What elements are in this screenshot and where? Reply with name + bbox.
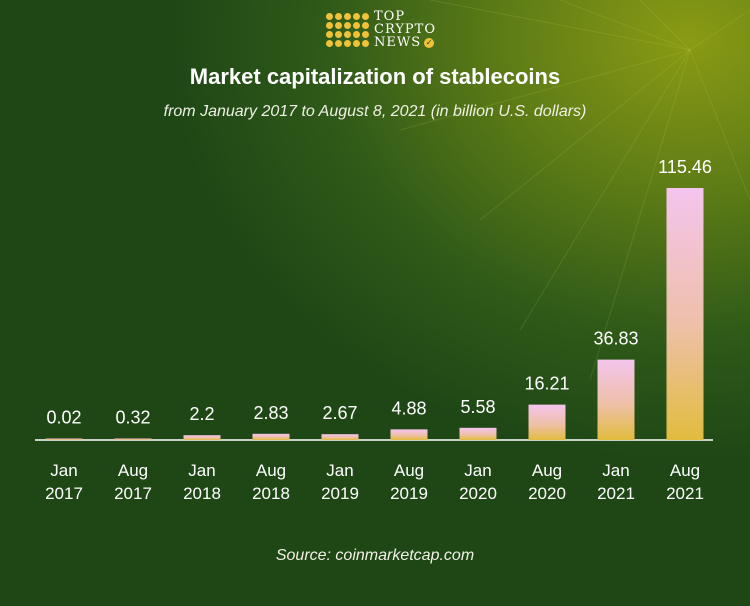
x-tick-year: 2019 [321, 484, 359, 503]
x-tick-month: Aug [118, 461, 148, 480]
data-label: 16.21 [524, 374, 569, 394]
brand-dots-icon [326, 12, 369, 47]
x-tick-year: 2020 [459, 484, 497, 503]
bar-aug-2017 [114, 438, 152, 440]
data-label: 2.2 [189, 404, 214, 424]
brand-line-3: NEWS [374, 35, 422, 50]
bar-jan-2017 [45, 438, 83, 440]
x-tick-month: Jan [602, 461, 629, 480]
x-tick-month: Aug [670, 461, 700, 480]
x-tick-month: Jan [188, 461, 215, 480]
bar-jan-2019 [321, 434, 359, 440]
x-tick-month: Jan [326, 461, 353, 480]
x-tick-month: Aug [394, 461, 424, 480]
check-badge-icon: ✓ [424, 37, 435, 48]
x-tick-year: 2021 [666, 484, 704, 503]
data-label: 115.46 [658, 157, 712, 177]
x-tick-month: Jan [464, 461, 491, 480]
data-label: 2.67 [322, 403, 357, 423]
x-tick-year: 2017 [114, 484, 152, 503]
x-tick-month: Jan [50, 461, 77, 480]
x-tick-year: 2018 [252, 484, 290, 503]
bar-aug-2018 [252, 433, 290, 440]
x-tick-month: Aug [532, 461, 562, 480]
x-tick-year: 2020 [528, 484, 566, 503]
bar-aug-2021 [666, 188, 704, 440]
data-label: 2.83 [253, 403, 288, 423]
brand-wordmark: TOP CRYPTO NEWS ✓ [374, 10, 436, 49]
brand-line-1: TOP [374, 9, 406, 24]
chart-subtitle: from January 2017 to August 8, 2021 (in … [163, 103, 587, 120]
data-label: 0.32 [115, 408, 150, 428]
chart-title: Market capitalization of stablecoins [189, 64, 561, 89]
data-label: 36.83 [593, 329, 638, 349]
data-label: 0.02 [46, 408, 81, 428]
x-tick-year: 2017 [45, 484, 83, 503]
brand-line-2: CRYPTO [374, 22, 436, 37]
x-tick-year: 2018 [183, 484, 221, 503]
data-label: 4.88 [391, 398, 426, 418]
data-label: 5.58 [460, 397, 495, 417]
brand-logo: TOP CRYPTO NEWS ✓ [326, 10, 436, 49]
x-tick-year: 2019 [390, 484, 428, 503]
bar-jan-2018 [183, 435, 221, 440]
chart-source: Source: coinmarketcap.com [275, 547, 475, 564]
bar-aug-2019 [390, 429, 428, 440]
bar-jan-2020 [459, 427, 497, 440]
bar-jan-2021 [597, 359, 635, 440]
x-tick-month: Aug [256, 461, 286, 480]
x-tick-year: 2021 [597, 484, 635, 503]
bar-aug-2020 [528, 404, 566, 440]
